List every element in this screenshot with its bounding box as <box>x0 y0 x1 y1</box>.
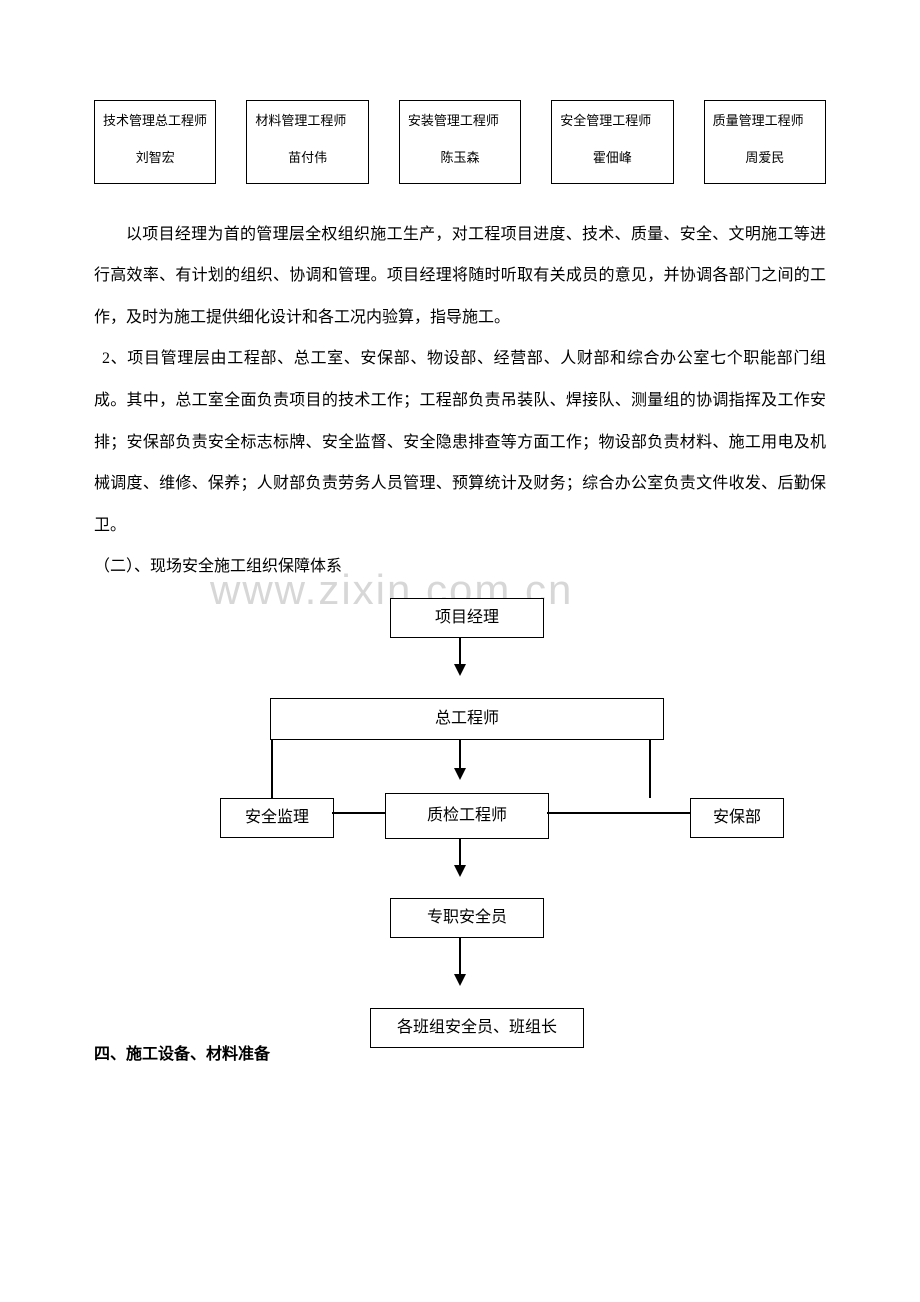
connector <box>459 938 461 976</box>
safety-org-chart: 项目经理 总工程师 安全监理 质检工程师 安保部 专职安全员 <box>160 598 760 1068</box>
engineer-box: 质量管理工程师 周爱民 <box>704 100 826 184</box>
node-qc-engineer: 质检工程师 <box>385 793 549 839</box>
connector <box>459 638 461 666</box>
engineer-role: 材料管理工程师 <box>255 111 359 132</box>
connector <box>271 740 273 798</box>
engineer-role: 技术管理总工程师 <box>103 111 207 132</box>
engineer-role: 安装管理工程师 <box>408 111 512 132</box>
arrow-icon <box>454 974 466 986</box>
paragraph-2: 2、项目管理层由工程部、总工室、安保部、物设部、经营部、人财部和综合办公室七个职… <box>94 338 826 546</box>
connector <box>459 839 461 867</box>
engineer-name: 周爱民 <box>713 148 817 169</box>
paragraph-1: 以项目经理为首的管理层全权组织施工生产，对工程项目进度、技术、质量、安全、文明施… <box>94 214 826 339</box>
engineer-box: 技术管理总工程师 刘智宏 <box>94 100 216 184</box>
engineer-box: 材料管理工程师 苗付伟 <box>246 100 368 184</box>
subsection-heading: （二）、现场安全施工组织保障体系 <box>94 546 826 588</box>
engineer-name: 刘智宏 <box>103 148 207 169</box>
arrow-icon <box>454 865 466 877</box>
connector <box>649 740 651 798</box>
engineer-box: 安装管理工程师 陈玉森 <box>399 100 521 184</box>
engineer-name: 陈玉森 <box>408 148 512 169</box>
engineer-role: 安全管理工程师 <box>560 111 664 132</box>
top-engineer-boxes: 技术管理总工程师 刘智宏 材料管理工程师 苗付伟 安装管理工程师 陈玉森 安全管… <box>94 100 826 184</box>
engineer-name: 苗付伟 <box>255 148 359 169</box>
arrow-icon <box>454 768 466 780</box>
node-team-safety: 各班组安全员、班组长 <box>370 1008 584 1048</box>
node-chief-engineer: 总工程师 <box>270 698 664 740</box>
node-project-manager: 项目经理 <box>390 598 544 638</box>
arrow-icon <box>454 664 466 676</box>
engineer-role: 质量管理工程师 <box>713 111 817 132</box>
node-security-dept: 安保部 <box>690 798 784 838</box>
engineer-box: 安全管理工程师 霍佃峰 <box>551 100 673 184</box>
engineer-name: 霍佃峰 <box>560 148 664 169</box>
node-safety-supervisor: 安全监理 <box>220 798 334 838</box>
connector <box>547 812 690 814</box>
connector <box>332 812 385 814</box>
node-safety-officer: 专职安全员 <box>390 898 544 938</box>
connector <box>459 740 461 770</box>
